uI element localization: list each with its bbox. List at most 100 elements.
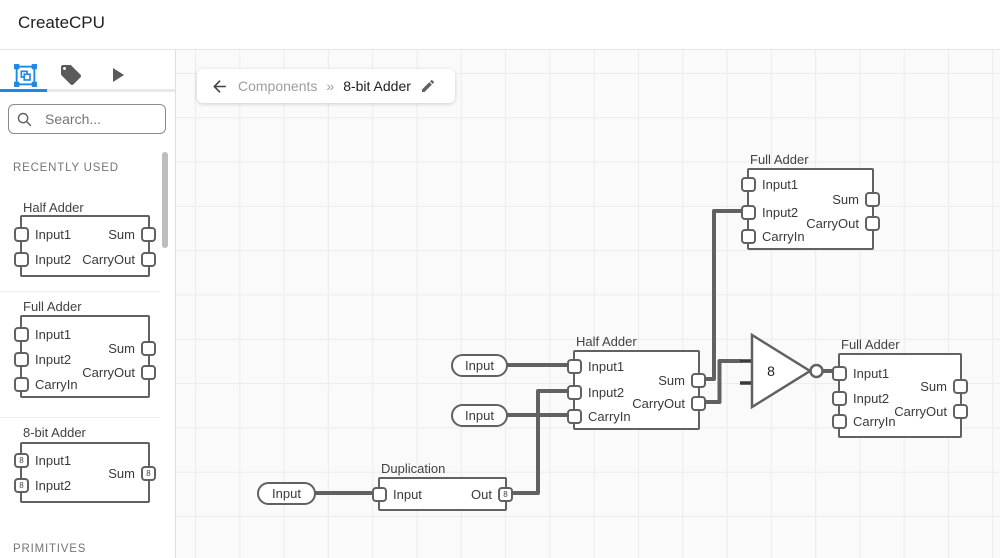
canvas[interactable] bbox=[176, 50, 1000, 558]
port-sum[interactable] bbox=[953, 379, 968, 394]
port-input[interactable] bbox=[372, 487, 387, 502]
port-carryout[interactable] bbox=[953, 404, 968, 419]
input-pin-2[interactable]: Input bbox=[451, 404, 508, 427]
port-sum[interactable]: 8 bbox=[141, 466, 156, 481]
node-half-adder[interactable]: Half Adder Input1 Input2 CarryIn Sum Car… bbox=[567, 334, 706, 430]
bus-width: 8 bbox=[146, 469, 151, 478]
input-pin-label: Input bbox=[465, 358, 494, 373]
section-primitives: PRIMITIVES bbox=[13, 543, 87, 555]
port-carryout[interactable] bbox=[691, 396, 706, 411]
port-sum[interactable] bbox=[141, 341, 156, 356]
divider bbox=[0, 291, 160, 292]
port-carryin[interactable] bbox=[14, 377, 29, 392]
sidebar: RECENTLY USED Half Adder Input1 Input2 S… bbox=[0, 50, 176, 558]
edit-icon[interactable] bbox=[420, 78, 436, 94]
input-pin-3[interactable]: Input bbox=[257, 482, 316, 505]
node-duplication[interactable]: Duplication Input 8 Out bbox=[372, 461, 513, 511]
port-label: Input1 bbox=[35, 327, 72, 342]
port-input1[interactable] bbox=[832, 366, 847, 381]
tab-run[interactable] bbox=[95, 60, 139, 94]
port-sum[interactable] bbox=[691, 373, 706, 388]
port-input1[interactable] bbox=[14, 227, 29, 242]
port-label: CarryOut bbox=[806, 216, 859, 231]
port-label: Sum bbox=[832, 192, 859, 207]
port-label: Input2 bbox=[762, 205, 799, 220]
port-label: Input2 bbox=[588, 385, 625, 400]
port-label: Input2 bbox=[35, 252, 72, 267]
library-item-half-adder[interactable]: Input1 Input2 Sum CarryOut bbox=[14, 215, 156, 277]
port-input1[interactable] bbox=[14, 327, 29, 342]
tag-icon bbox=[49, 63, 93, 87]
node-full-adder-right[interactable]: Full Adder Input1 Input2 CarryIn Sum Car… bbox=[832, 337, 968, 438]
port-label: Out bbox=[471, 487, 492, 502]
breadcrumb-parent[interactable]: Components bbox=[238, 78, 318, 94]
port-carryout[interactable] bbox=[141, 252, 156, 267]
node-title: Full Adder bbox=[750, 152, 809, 167]
library-item-title: Half Adder bbox=[23, 200, 84, 215]
port-out[interactable]: 8 bbox=[498, 487, 513, 502]
search-icon bbox=[16, 111, 33, 133]
port-input2[interactable] bbox=[14, 252, 29, 267]
bus-width: 8 bbox=[503, 490, 508, 499]
port-label: Sum bbox=[108, 466, 135, 481]
tab-track bbox=[0, 89, 175, 92]
node-title: Half Adder bbox=[576, 334, 637, 349]
bus-width: 8 bbox=[19, 456, 24, 465]
bus-width: 8 bbox=[19, 481, 24, 490]
port-label: Sum bbox=[108, 341, 135, 356]
port-input1[interactable] bbox=[567, 359, 582, 374]
port-label: Input1 bbox=[35, 227, 72, 242]
input-pin-label: Input bbox=[272, 486, 301, 501]
port-sum[interactable] bbox=[865, 192, 880, 207]
node-title: Full Adder bbox=[841, 337, 900, 352]
header: CreateCPU bbox=[0, 0, 1000, 50]
port-input2[interactable] bbox=[567, 385, 582, 400]
library-item-8bit-adder[interactable]: 8 Input1 8 Input2 8 Sum bbox=[14, 442, 156, 503]
port-carryout[interactable] bbox=[865, 216, 880, 231]
app-title: CreateCPU bbox=[18, 13, 105, 32]
port-carryout[interactable] bbox=[141, 365, 156, 380]
port-label: Sum bbox=[658, 373, 685, 388]
input-pin-label: Input bbox=[465, 408, 494, 423]
port-label: CarryIn bbox=[762, 229, 805, 244]
port-input2[interactable]: 8 bbox=[14, 478, 29, 493]
library-item-title: Full Adder bbox=[23, 299, 82, 314]
port-carryin[interactable] bbox=[567, 409, 582, 424]
port-label: CarryIn bbox=[588, 409, 631, 424]
port-label: Input1 bbox=[762, 177, 799, 192]
back-icon[interactable] bbox=[210, 77, 229, 96]
port-input2[interactable] bbox=[741, 205, 756, 220]
section-recently-used: RECENTLY USED bbox=[13, 162, 119, 174]
breadcrumb-current: 8-bit Adder bbox=[343, 78, 411, 94]
port-label: Input2 bbox=[35, 352, 72, 367]
breadcrumb-separator: » bbox=[326, 78, 335, 94]
port-label: Input1 bbox=[853, 366, 890, 381]
port-input2[interactable] bbox=[832, 391, 847, 406]
port-input1[interactable] bbox=[741, 177, 756, 192]
port-label: Input1 bbox=[35, 453, 72, 468]
node-full-adder-top[interactable]: Full Adder Input1 Input2 CarryIn Sum Car… bbox=[741, 152, 880, 250]
port-label: CarryOut bbox=[632, 396, 685, 411]
port-sum[interactable] bbox=[141, 227, 156, 242]
port-label: CarryOut bbox=[82, 365, 135, 380]
active-tab-indicator bbox=[0, 89, 47, 92]
port-label: Input2 bbox=[35, 478, 72, 493]
library-item-full-adder[interactable]: Input1 Input2 CarryIn Sum CarryOut bbox=[14, 315, 156, 398]
input-pin-1[interactable]: Input bbox=[451, 354, 508, 377]
port-carryin[interactable] bbox=[832, 414, 847, 429]
breadcrumb: Components » 8-bit Adder bbox=[197, 69, 455, 103]
node-title: Duplication bbox=[381, 461, 446, 476]
port-carryin[interactable] bbox=[741, 229, 756, 244]
port-label: CarryIn bbox=[35, 377, 78, 392]
search-input[interactable] bbox=[8, 104, 166, 134]
port-input1[interactable]: 8 bbox=[14, 453, 29, 468]
sidebar-scrollbar[interactable] bbox=[162, 152, 168, 248]
divider bbox=[0, 417, 160, 418]
play-icon bbox=[95, 63, 139, 87]
port-input2[interactable] bbox=[14, 352, 29, 367]
components-icon bbox=[3, 63, 47, 88]
tab-tags[interactable] bbox=[49, 60, 93, 94]
tab-components[interactable] bbox=[3, 60, 47, 94]
gate-bus-label: 8 bbox=[767, 363, 775, 379]
